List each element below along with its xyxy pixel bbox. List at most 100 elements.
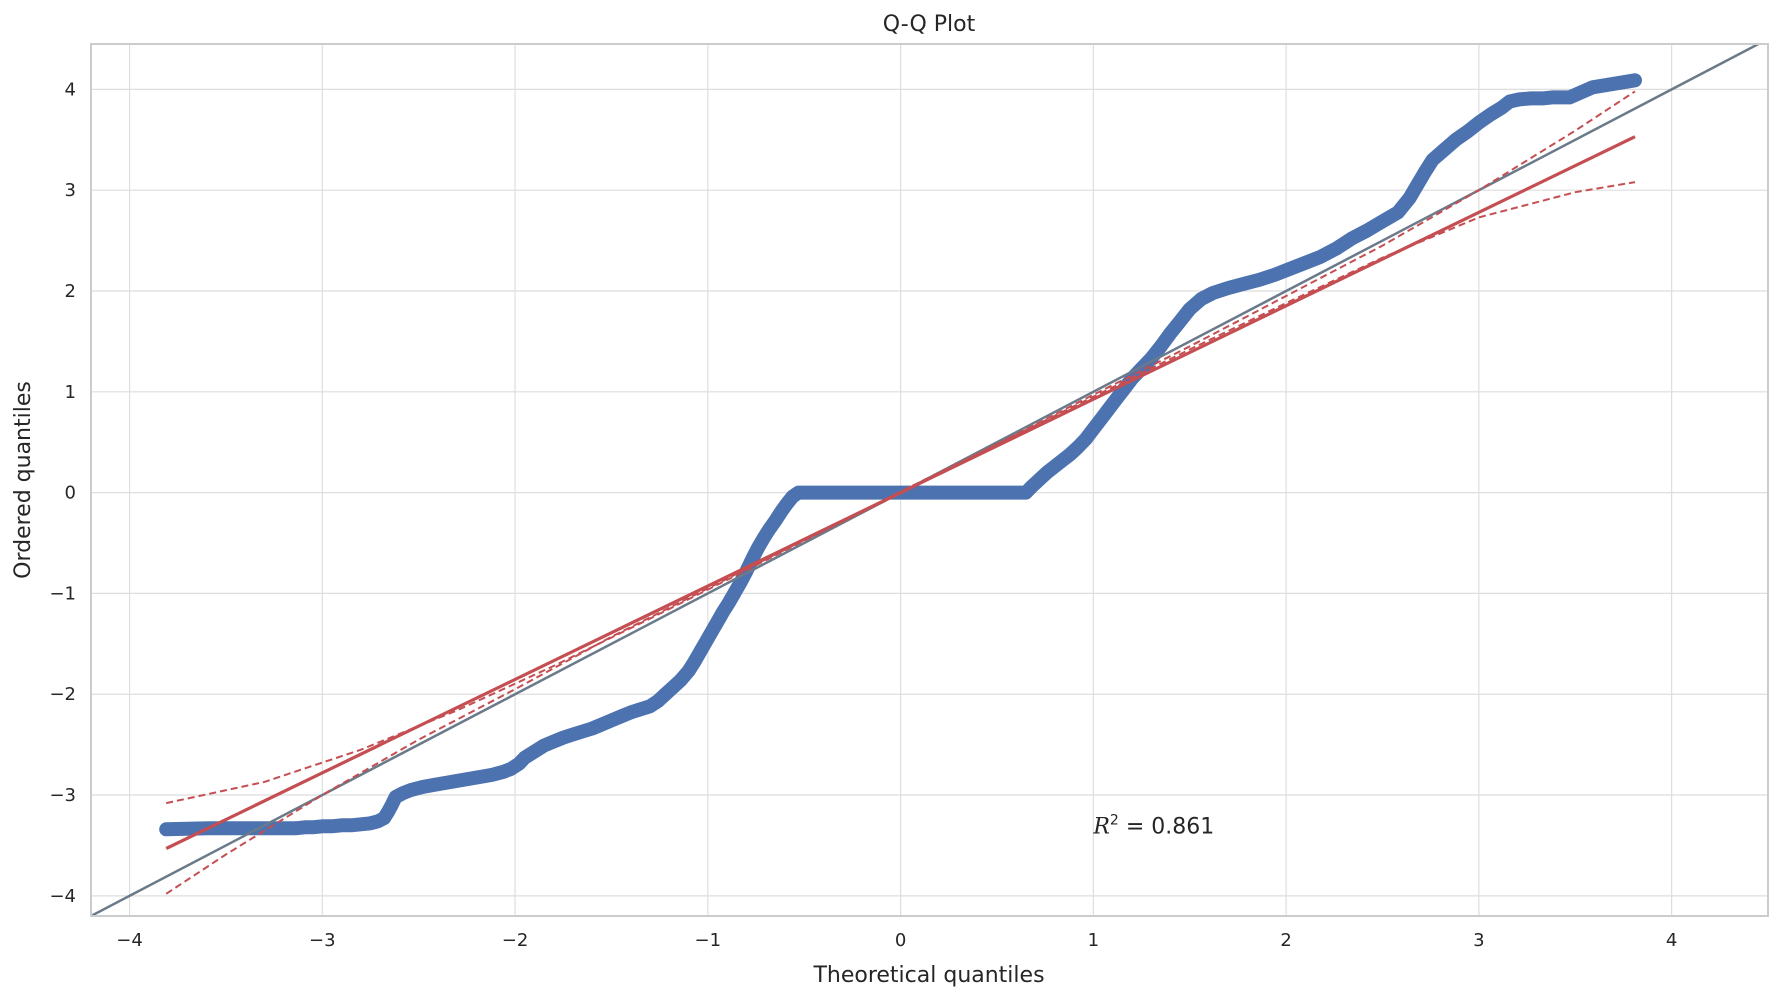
scatter-point <box>674 673 688 687</box>
scatter-point <box>923 486 936 500</box>
scatter-point <box>1183 302 1197 316</box>
r-squared-symbol: R <box>1092 814 1110 839</box>
scatter-point <box>335 818 349 832</box>
series-layer <box>91 44 1762 916</box>
scatter-point <box>159 822 173 836</box>
scatter-point <box>1360 223 1374 237</box>
scatter-point <box>693 645 707 659</box>
scatter-point <box>1237 277 1251 291</box>
scatter-point <box>1375 214 1389 228</box>
scatter-point <box>961 486 975 500</box>
scatter-point <box>705 625 719 639</box>
scatter-point <box>1345 232 1359 246</box>
scatter-point <box>1298 256 1312 270</box>
x-tick-label: 0 <box>895 930 906 951</box>
confidence-lower-line <box>165 90 1636 895</box>
x-axis-label: Theoretical quantiles <box>812 963 1044 988</box>
x-tick-label: 1 <box>1088 930 1099 951</box>
r-squared-annotation: R2 = 0.861 <box>1092 812 1214 839</box>
scatter-point <box>315 819 329 833</box>
scatter-point <box>1449 133 1463 147</box>
scatter-point <box>1079 432 1093 446</box>
scatter-point <box>1173 314 1187 328</box>
scatter-point <box>1460 125 1474 139</box>
chart-title: Q-Q Plot <box>883 12 976 37</box>
scatter-point <box>1252 273 1266 287</box>
scatter-point <box>1503 94 1517 108</box>
y-tick-label: 0 <box>65 483 76 504</box>
scatter-point <box>439 776 453 790</box>
x-tick-label: −4 <box>116 930 143 951</box>
scatter-point <box>1109 392 1123 406</box>
x-tick-label: 2 <box>1280 930 1291 951</box>
scatter-point <box>1071 440 1085 454</box>
r-squared-superscript: 2 <box>1110 812 1119 828</box>
scatter-point <box>1391 205 1405 219</box>
x-tick-label: 3 <box>1473 930 1484 951</box>
scatter-point <box>1206 286 1220 300</box>
scatter-point <box>722 595 736 609</box>
scatter-point <box>1402 191 1416 205</box>
scatter-point <box>865 486 879 500</box>
x-tick-label: 4 <box>1666 930 1677 951</box>
scatter-point <box>687 655 701 669</box>
scatter-point <box>1102 402 1116 416</box>
scatter-point <box>1329 242 1343 256</box>
scatter-point <box>1144 352 1158 366</box>
scatter-point <box>416 780 430 794</box>
y-tick-label: 4 <box>65 79 76 100</box>
scatter-point <box>751 541 765 555</box>
scatter-point <box>325 819 339 833</box>
scatter-point <box>279 821 293 835</box>
y-tick-label: −3 <box>49 785 76 806</box>
scatter-point <box>699 635 713 649</box>
scatter-point <box>1163 326 1177 340</box>
scatter-point <box>1483 108 1497 122</box>
y-tick-label: −4 <box>49 886 76 907</box>
scatter-point <box>306 820 320 834</box>
scatter-point <box>710 615 724 629</box>
scatter-point <box>485 768 499 782</box>
scatter-point <box>1545 90 1559 104</box>
scatter-point <box>1000 486 1014 500</box>
y-axis-ticks: −4 −3 −2 −1 0 1 2 3 4 <box>49 79 76 906</box>
scatter-point <box>1221 281 1235 295</box>
scatter-point <box>1512 92 1526 106</box>
scatter-point <box>1268 268 1282 282</box>
y-tick-label: −1 <box>49 583 76 604</box>
scatter-point <box>1628 73 1642 87</box>
grid <box>91 44 1768 916</box>
scatter-point <box>473 770 487 784</box>
scatter-point <box>845 486 859 500</box>
scatter-point <box>1586 80 1600 94</box>
scatter-point <box>942 486 956 500</box>
scatter-point <box>1154 339 1168 353</box>
scatter-point <box>1283 262 1297 276</box>
scatter-point <box>1472 116 1486 130</box>
scatter-point <box>404 783 418 797</box>
scatter-point <box>980 486 994 500</box>
y-axis-label: Ordered quantiles <box>11 381 36 579</box>
x-tick-label: −3 <box>309 930 336 951</box>
y-tick-label: 2 <box>65 281 76 302</box>
scatter-point <box>1524 91 1538 105</box>
scatter-point <box>1535 91 1549 105</box>
scatter-point <box>354 817 368 831</box>
scatter-point <box>518 751 532 765</box>
scatter-point <box>1437 143 1451 157</box>
plot-frame <box>90 43 1769 917</box>
scatter-point <box>1410 178 1424 192</box>
scatter-point <box>527 745 541 759</box>
y-tick-label: −2 <box>49 684 76 705</box>
scatter-point <box>427 778 441 792</box>
scatter-point <box>1562 90 1576 104</box>
scatter-point <box>462 772 476 786</box>
scatter-point <box>1094 412 1108 426</box>
x-axis-ticks: −4 −3 −2 −1 0 1 2 3 4 <box>116 930 1677 951</box>
scatter-point <box>1418 165 1432 179</box>
scatter-point <box>791 486 805 500</box>
scatter-point <box>267 821 281 835</box>
y-tick-label: 3 <box>65 180 76 201</box>
scatter-point <box>288 821 302 835</box>
